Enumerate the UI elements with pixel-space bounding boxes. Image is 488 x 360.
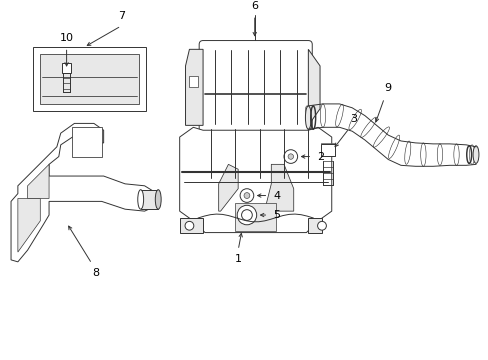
Circle shape — [317, 221, 325, 230]
Polygon shape — [72, 127, 102, 157]
Text: 2: 2 — [317, 152, 324, 162]
Polygon shape — [185, 49, 203, 125]
Bar — [62, 63, 71, 73]
FancyBboxPatch shape — [199, 41, 312, 134]
Bar — [40, 54, 139, 104]
Circle shape — [244, 193, 249, 198]
Text: 10: 10 — [60, 32, 74, 42]
Polygon shape — [179, 218, 203, 233]
Text: 8: 8 — [92, 268, 99, 278]
Ellipse shape — [155, 190, 161, 209]
Polygon shape — [308, 49, 319, 125]
Circle shape — [240, 189, 253, 202]
Text: 6: 6 — [251, 1, 258, 11]
Polygon shape — [308, 218, 321, 233]
Bar — [141, 190, 158, 209]
Circle shape — [237, 205, 256, 225]
Circle shape — [287, 154, 293, 159]
Ellipse shape — [472, 146, 478, 163]
Bar — [320, 155, 334, 156]
Text: 3: 3 — [349, 114, 356, 125]
Text: 9: 9 — [384, 83, 391, 93]
Text: 7: 7 — [118, 11, 124, 21]
Bar — [320, 151, 334, 152]
Polygon shape — [18, 198, 40, 252]
Bar — [235, 203, 276, 231]
Polygon shape — [179, 127, 331, 233]
Circle shape — [184, 221, 193, 230]
Polygon shape — [264, 165, 293, 211]
Bar — [189, 76, 198, 87]
Bar — [320, 143, 334, 144]
Ellipse shape — [138, 190, 143, 209]
Polygon shape — [11, 123, 157, 262]
Circle shape — [241, 210, 252, 220]
Circle shape — [284, 150, 297, 163]
Polygon shape — [27, 165, 49, 198]
Bar — [320, 147, 334, 148]
Text: 1: 1 — [234, 254, 241, 264]
Text: 4: 4 — [273, 190, 280, 201]
Bar — [320, 144, 334, 156]
Bar — [33, 48, 145, 111]
Polygon shape — [218, 165, 238, 211]
Ellipse shape — [305, 106, 311, 129]
Text: 5: 5 — [273, 210, 280, 220]
